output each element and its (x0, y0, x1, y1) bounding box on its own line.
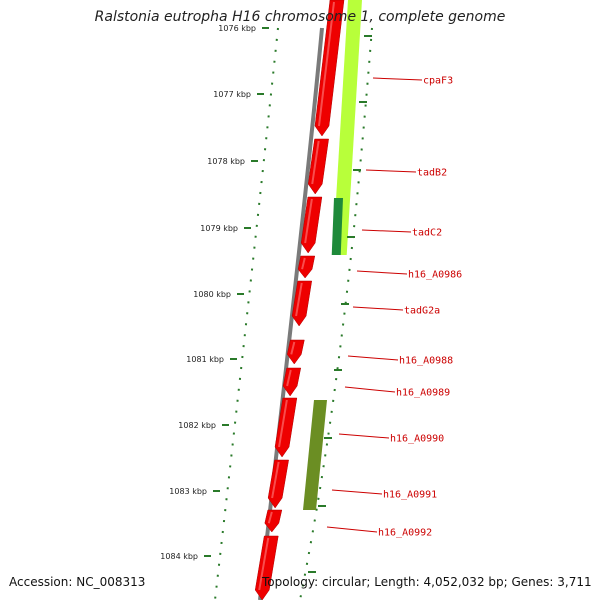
feature-bar-lime (332, 0, 362, 255)
gene-leader-line (331, 489, 383, 495)
gene-label[interactable]: h16_A0991 (383, 490, 437, 501)
gene-arrow-highlight (290, 341, 296, 355)
gene-track (254, 0, 345, 600)
scale-ticks: 1076 kbp 1077 kbp 1078 kbp 1079 kbp 1080 kbp… (160, 24, 372, 573)
gene-label[interactable]: tadG2a (404, 306, 440, 317)
gene-label[interactable]: h16_A0990 (390, 434, 444, 445)
map-title: Ralstonia eutropha H16 chromosome 1, com… (94, 9, 506, 25)
gene-arrow-highlight (258, 537, 270, 591)
gene-label[interactable]: tadC2 (412, 228, 442, 239)
gene-leader-line (372, 77, 423, 81)
gene-label[interactable]: h16_A0986 (408, 270, 462, 281)
gene-arrow-highlight (301, 257, 306, 270)
scale-tick-label: 1076 kbp (218, 24, 256, 33)
feature-track (303, 0, 362, 510)
gene-arrow-highlight (317, 1, 335, 127)
scale-tick-label: 1083 kbp (169, 487, 207, 496)
gene-leader-line (326, 526, 378, 533)
gene-label[interactable]: h16_A0988 (399, 356, 453, 367)
gene-leader-line (338, 433, 390, 439)
scale-tick-label: 1080 kbp (193, 290, 231, 299)
gene-label[interactable]: cpaF3 (423, 76, 453, 87)
scale-tick-label: 1078 kbp (207, 157, 245, 166)
inner-dotted-track (214, 27, 279, 600)
gene-arrow-highlight (278, 399, 288, 448)
gene-leader-line (365, 169, 417, 173)
scale-tick-label: 1079 kbp (200, 224, 238, 233)
gene-arrow[interactable] (286, 339, 305, 365)
gene-label[interactable]: tadB2 (417, 168, 447, 179)
gene-arrow-highlight (267, 511, 273, 524)
scale-tick-label: 1077 kbp (213, 90, 251, 99)
accession-text: Accession: NC_008313 (9, 575, 146, 589)
summary-text: Topology: circular; Length: 4,052,032 bp… (262, 575, 592, 589)
gene-arrow-highlight (271, 461, 280, 499)
scale-tick-label: 1082 kbp (178, 421, 216, 430)
gene-arrow[interactable] (264, 509, 283, 533)
gene-labels: cpaF3 tadB2 tadC2 h16_A0986 tadG2a h16_A0988h… (326, 76, 462, 539)
scale-tick-label: 1084 kbp (160, 552, 198, 561)
gene-label[interactable]: h16_A0989 (396, 388, 450, 399)
gene-leader-line (344, 386, 396, 393)
gene-arrow-highlight (295, 282, 303, 317)
gene-arrow[interactable] (282, 367, 302, 397)
gene-label[interactable]: h16_A0992 (378, 528, 432, 539)
gene-leader-line (356, 270, 408, 275)
feature-bar-olive (303, 400, 327, 510)
scale-tick-label: 1081 kbp (186, 355, 224, 364)
gene-leader-line (352, 306, 404, 311)
gene-leader-line (361, 229, 412, 233)
feature-bar-green (331, 198, 343, 255)
gene-arrow-highlight (286, 369, 292, 387)
gene-leader-line (347, 355, 399, 361)
outer-dotted-track (299, 27, 373, 600)
gene-arrow[interactable] (297, 255, 316, 279)
gene-arrow-highlight (304, 198, 313, 244)
gene-arrow-highlight (311, 140, 320, 185)
